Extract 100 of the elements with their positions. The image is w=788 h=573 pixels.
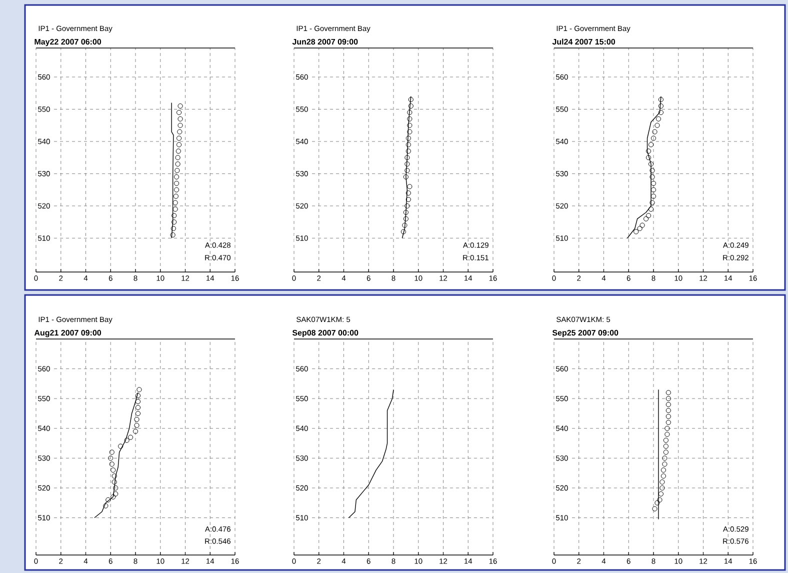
point bbox=[406, 148, 411, 154]
point bbox=[136, 387, 142, 392]
point bbox=[407, 110, 412, 116]
point bbox=[174, 180, 180, 186]
point bbox=[407, 122, 412, 128]
point bbox=[654, 122, 660, 128]
point bbox=[400, 229, 406, 234]
chart-subtitle: Sep25 2007 09:00 bbox=[552, 330, 618, 338]
chart-subtitle: Jul24 2007 15:00 bbox=[552, 38, 616, 45]
point bbox=[646, 148, 652, 154]
point bbox=[643, 216, 649, 222]
chart-subtitle: Jun28 2007 09:00 bbox=[292, 38, 358, 45]
point bbox=[666, 390, 671, 396]
point bbox=[666, 396, 671, 402]
point bbox=[106, 497, 111, 502]
point bbox=[170, 226, 176, 232]
point bbox=[658, 103, 664, 109]
point bbox=[660, 485, 665, 490]
point bbox=[176, 142, 182, 148]
point bbox=[654, 500, 660, 506]
point bbox=[664, 432, 670, 437]
point bbox=[178, 103, 183, 109]
point bbox=[103, 503, 108, 508]
point bbox=[640, 222, 645, 228]
point bbox=[109, 462, 114, 467]
point bbox=[407, 129, 412, 134]
point bbox=[174, 187, 180, 192]
point bbox=[124, 438, 130, 443]
point bbox=[406, 136, 411, 141]
point bbox=[170, 232, 176, 238]
point bbox=[666, 408, 671, 414]
point bbox=[404, 161, 410, 167]
point bbox=[650, 194, 656, 199]
point bbox=[403, 174, 408, 180]
point bbox=[658, 491, 664, 496]
point bbox=[176, 136, 182, 141]
point bbox=[646, 155, 652, 160]
point bbox=[135, 410, 141, 416]
line-series bbox=[402, 96, 412, 238]
point bbox=[132, 428, 138, 434]
point bbox=[663, 438, 668, 443]
chart-subtitle: Aug21 2007 09:00 bbox=[34, 330, 102, 338]
point bbox=[666, 402, 671, 408]
point bbox=[662, 462, 668, 467]
point bbox=[663, 450, 668, 455]
point bbox=[404, 155, 410, 160]
point bbox=[118, 444, 124, 449]
point bbox=[660, 473, 666, 479]
point bbox=[403, 216, 408, 222]
point bbox=[664, 426, 670, 431]
point bbox=[650, 174, 655, 180]
point bbox=[650, 200, 655, 206]
point bbox=[660, 479, 665, 485]
point bbox=[112, 473, 117, 479]
point bbox=[662, 456, 668, 461]
point bbox=[113, 491, 118, 496]
point bbox=[404, 168, 410, 174]
point bbox=[637, 226, 642, 232]
point bbox=[113, 485, 118, 490]
point bbox=[634, 229, 639, 234]
point bbox=[128, 434, 134, 440]
point bbox=[135, 399, 141, 404]
point bbox=[172, 213, 177, 218]
point bbox=[650, 180, 656, 186]
point bbox=[176, 110, 182, 116]
point bbox=[177, 129, 182, 134]
point bbox=[135, 393, 141, 398]
line-series bbox=[94, 392, 138, 518]
point bbox=[663, 444, 668, 449]
line-series bbox=[627, 96, 662, 238]
point bbox=[650, 136, 656, 141]
point bbox=[404, 203, 410, 208]
point bbox=[650, 168, 655, 174]
chart-subtitle: May22 2007 06:00 bbox=[34, 38, 102, 46]
point bbox=[178, 116, 183, 122]
point bbox=[134, 416, 140, 422]
point bbox=[407, 184, 412, 190]
point bbox=[656, 116, 662, 122]
point bbox=[173, 194, 178, 199]
point bbox=[178, 122, 183, 128]
point bbox=[406, 190, 411, 196]
point bbox=[660, 468, 666, 473]
point bbox=[658, 110, 664, 116]
point bbox=[648, 161, 654, 167]
point bbox=[174, 168, 180, 174]
point bbox=[652, 506, 658, 512]
point bbox=[652, 129, 658, 134]
point bbox=[407, 116, 412, 122]
point bbox=[175, 155, 180, 160]
point bbox=[406, 142, 411, 148]
point bbox=[109, 450, 114, 455]
point bbox=[172, 200, 178, 206]
point bbox=[176, 148, 181, 154]
point bbox=[648, 206, 654, 212]
point bbox=[110, 494, 116, 500]
point bbox=[650, 187, 656, 192]
point bbox=[134, 422, 140, 428]
point bbox=[406, 196, 411, 202]
point bbox=[135, 404, 141, 410]
point bbox=[110, 468, 116, 473]
